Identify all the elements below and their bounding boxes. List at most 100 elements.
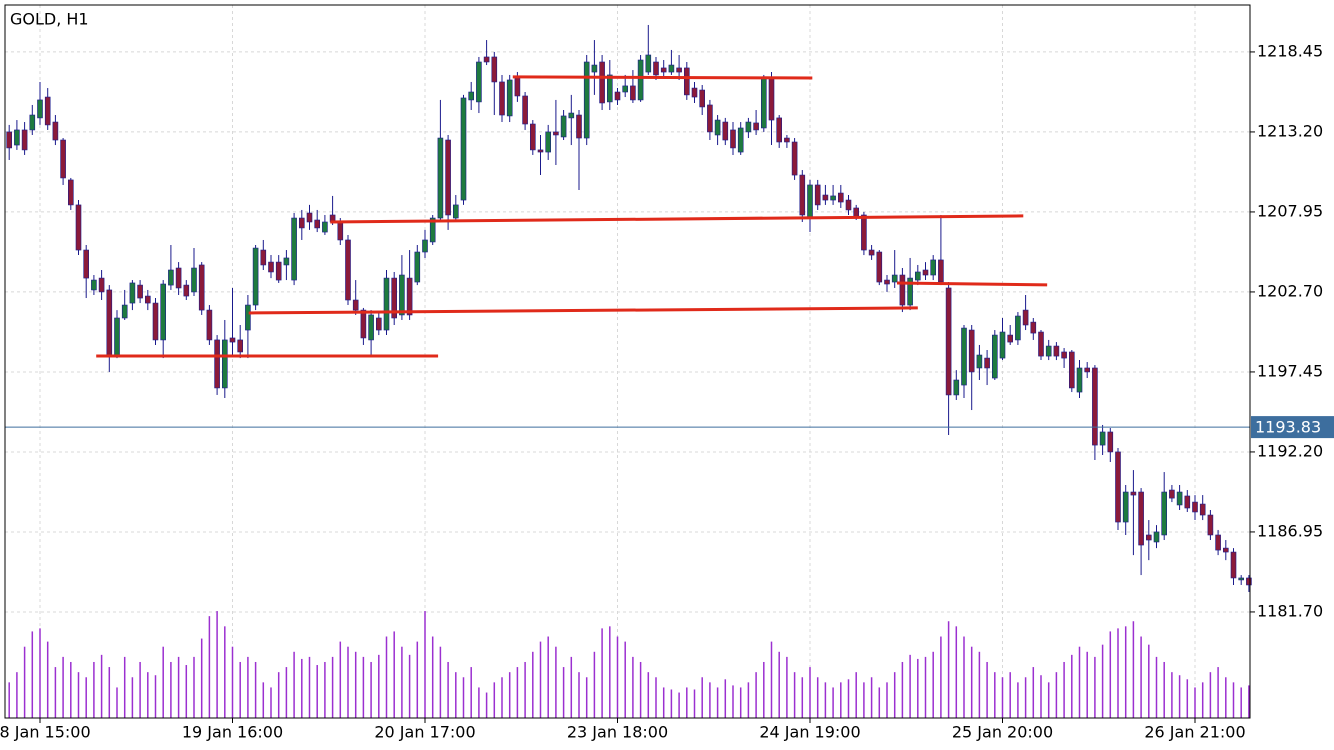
candle-body [468, 91, 475, 101]
candle-body [137, 284, 143, 299]
candle-body [375, 317, 382, 331]
chart-title: GOLD, H1 [10, 10, 89, 29]
candle-body [229, 337, 236, 343]
candle-layer [6, 24, 1252, 592]
candle-body [714, 119, 721, 136]
candle-body [1176, 491, 1183, 506]
candle-body [499, 81, 505, 116]
candle-body [491, 56, 498, 83]
candle-body [283, 257, 290, 266]
candle-body [668, 64, 675, 73]
grid [5, 5, 1250, 718]
candle-body [976, 354, 983, 369]
candle-body [114, 317, 120, 356]
candle-body [191, 267, 197, 293]
candle-body [91, 279, 97, 291]
y-tick-label: 1213.20 [1257, 121, 1323, 140]
candle-body [252, 247, 259, 306]
x-tick-label: 25 Jan 20:00 [952, 723, 1053, 742]
candle-body [314, 219, 321, 229]
candle-body [37, 99, 43, 119]
candle-body [961, 327, 967, 386]
candle-body [168, 269, 174, 286]
candle-body [529, 123, 536, 151]
candle-body [576, 114, 582, 139]
candle-body [730, 129, 736, 149]
candle-body [707, 104, 713, 133]
candle-body [830, 195, 836, 201]
candle-body [399, 274, 405, 316]
candle-body [1045, 345, 1052, 357]
candle-body [768, 77, 775, 121]
candle-body [337, 221, 344, 241]
x-tick-label: 26 Jan 21:00 [1144, 723, 1245, 742]
candle-body [1107, 431, 1114, 453]
candle-body [799, 174, 806, 216]
candle-body [1053, 345, 1060, 357]
y-tick-label: 1181.70 [1257, 601, 1323, 620]
candle-body [1146, 534, 1152, 541]
candle-body [760, 77, 767, 129]
candle-body [1007, 334, 1014, 343]
candle-body [152, 302, 159, 341]
candle-body [1223, 547, 1229, 553]
candle-body [845, 199, 852, 211]
y-tick-label: 1192.20 [1257, 441, 1323, 460]
candle-body [429, 217, 436, 243]
x-tick-label: 24 Jan 19:00 [759, 723, 860, 742]
candle-body [683, 67, 690, 96]
overlay-layer [5, 75, 1250, 428]
candle-body [1030, 321, 1037, 334]
candle-body [1192, 501, 1198, 513]
candle-body [160, 283, 166, 341]
candle-body [645, 54, 652, 73]
candle-body [991, 334, 998, 379]
candle-body [437, 137, 444, 219]
candle-body [268, 261, 274, 273]
candle-body [260, 249, 267, 266]
candle-body [622, 85, 629, 93]
candle-body [106, 289, 113, 356]
candle-body [745, 121, 752, 133]
candle-body [522, 95, 528, 125]
candle-body [876, 251, 883, 283]
candle-body [445, 139, 451, 216]
candle-body [383, 277, 390, 331]
y-tick-label: 1207.95 [1257, 201, 1323, 220]
candle-body [784, 137, 790, 143]
candle-body [483, 56, 490, 63]
candle-body [822, 194, 829, 201]
candle-body [452, 204, 459, 219]
candle-body [368, 314, 374, 341]
y-tick-label: 1186.95 [1257, 521, 1323, 540]
candle-body [21, 129, 28, 151]
candle-body [83, 249, 89, 279]
candle-body [1038, 331, 1044, 357]
candle-body [1061, 351, 1067, 359]
x-tick-label: 18 Jan 15:00 [0, 723, 91, 742]
candle-body [591, 64, 598, 73]
candle-body [691, 87, 698, 98]
candle-body [1199, 503, 1206, 516]
candle-body [868, 249, 875, 256]
candle-body [545, 131, 552, 153]
candle-body [1115, 451, 1121, 523]
candle-body [222, 339, 228, 389]
candle-body [807, 184, 813, 219]
candle-body [999, 331, 1006, 359]
y-tick-label: 1197.45 [1257, 361, 1323, 380]
candle-body [930, 259, 937, 276]
candle-body [1084, 367, 1090, 373]
candle-body [891, 274, 898, 283]
candle-body [291, 217, 297, 281]
candle-body [1022, 309, 1029, 326]
candle-body [583, 61, 590, 139]
candle-body [121, 304, 128, 319]
candle-body [476, 61, 482, 103]
candle-body [1076, 367, 1083, 393]
current-price-box [1251, 416, 1334, 439]
candle-body [1238, 577, 1244, 581]
volume-layer [8, 611, 1250, 718]
candle-body [1069, 351, 1075, 389]
candle-body [606, 74, 613, 103]
